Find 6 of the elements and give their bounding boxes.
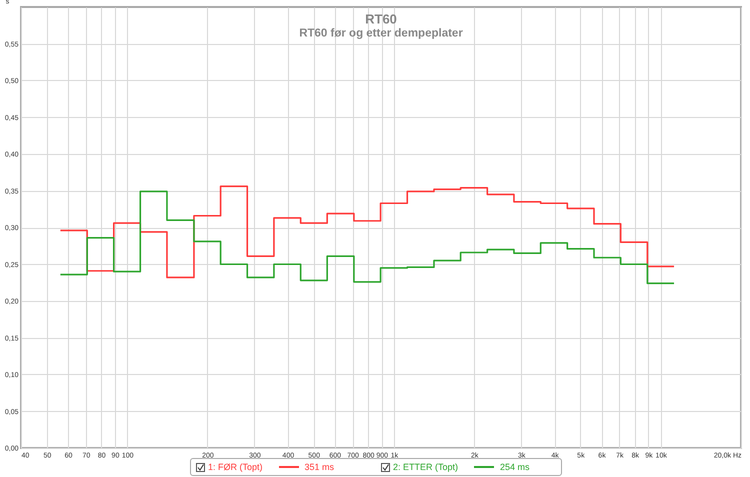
text: 1: FØR (Topt) xyxy=(208,462,263,472)
text: RT60 før og etter dempeplater xyxy=(299,28,464,40)
text: 2: ETTER (Topt) xyxy=(393,462,458,472)
text: 254 ms xyxy=(500,462,530,472)
chart-title: RT60 xyxy=(365,12,397,26)
text: 351 ms xyxy=(304,462,334,472)
